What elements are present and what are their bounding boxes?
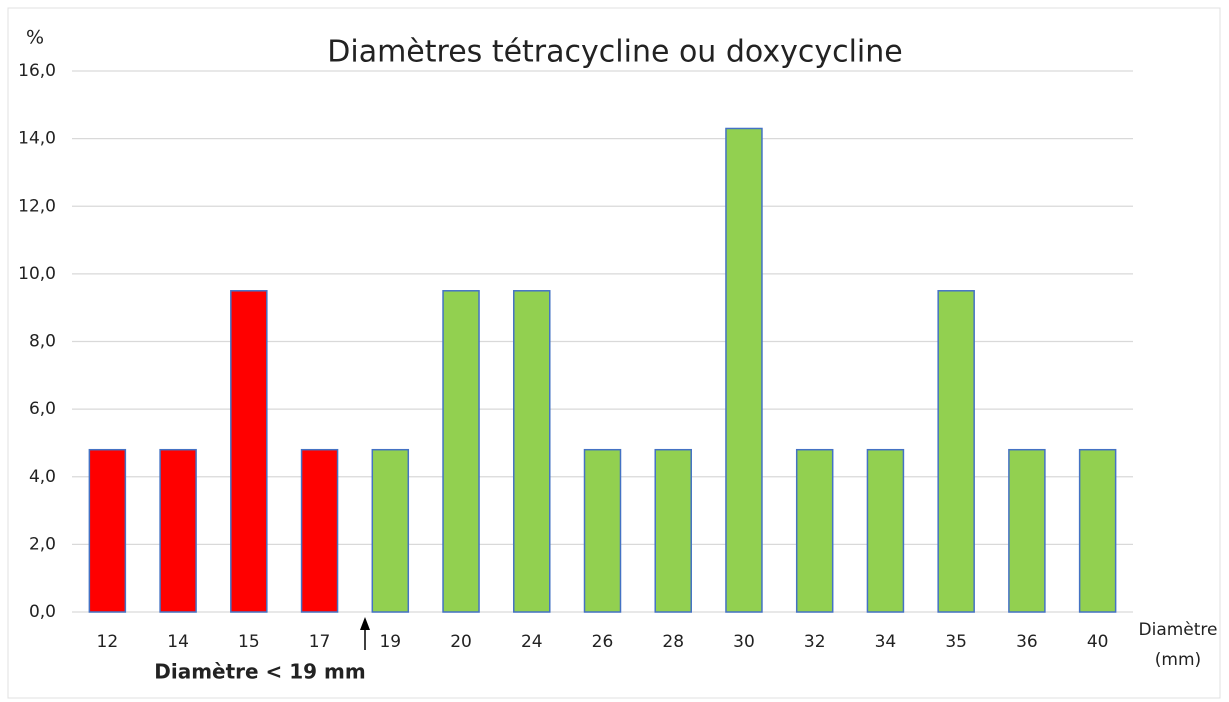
bar [795, 448, 834, 613]
x-tick-label: 28 [662, 632, 684, 652]
x-tick-label: 24 [521, 632, 543, 652]
y-tick-label: 2,0 [29, 534, 56, 554]
y-tick-label: 14,0 [18, 129, 56, 149]
y-tick-label: 16,0 [18, 61, 56, 81]
chart-title: Diamètres tétracycline ou doxycycline [327, 35, 902, 70]
bar [230, 290, 268, 613]
x-axis-label: (mm) [1155, 650, 1201, 670]
x-tick-label: 19 [379, 632, 401, 652]
arrow-head [360, 617, 370, 630]
x-tick-label: 32 [804, 632, 826, 652]
bar [159, 448, 197, 613]
x-tick-label: 36 [1016, 632, 1038, 652]
x-tick-label: 15 [238, 632, 260, 652]
bar [300, 448, 339, 613]
x-tick-label: 40 [1087, 632, 1109, 652]
x-tick-label: 26 [592, 632, 614, 652]
bar [1078, 448, 1117, 613]
y-tick-label: 4,0 [29, 467, 56, 487]
y-tick-label: 10,0 [18, 264, 56, 284]
bar [371, 448, 410, 613]
x-tick-label: 14 [167, 632, 189, 652]
y-tick-label: 0,0 [29, 602, 56, 622]
x-tick-label: 30 [733, 632, 755, 652]
bar [725, 127, 763, 613]
annotation: Diamètre < 19 mm [154, 660, 366, 684]
bar [442, 290, 480, 613]
x-tick-label: 12 [97, 632, 119, 652]
bar [1008, 448, 1046, 613]
bar [583, 448, 622, 613]
x-tick-label: 17 [309, 632, 331, 652]
bar [937, 290, 975, 613]
x-tick-label: 20 [450, 632, 472, 652]
bar [866, 448, 905, 613]
x-axis-label: Diamètre [1139, 620, 1218, 640]
bar [88, 448, 127, 613]
bar [654, 448, 692, 613]
x-tick-label: 34 [875, 632, 897, 652]
y-tick-label: 6,0 [29, 399, 56, 419]
x-tick-label: 35 [945, 632, 967, 652]
y-tick-label: 8,0 [29, 332, 56, 352]
bar [513, 290, 551, 613]
y-axis-label: % [26, 27, 44, 49]
y-tick-label: 12,0 [18, 196, 56, 216]
